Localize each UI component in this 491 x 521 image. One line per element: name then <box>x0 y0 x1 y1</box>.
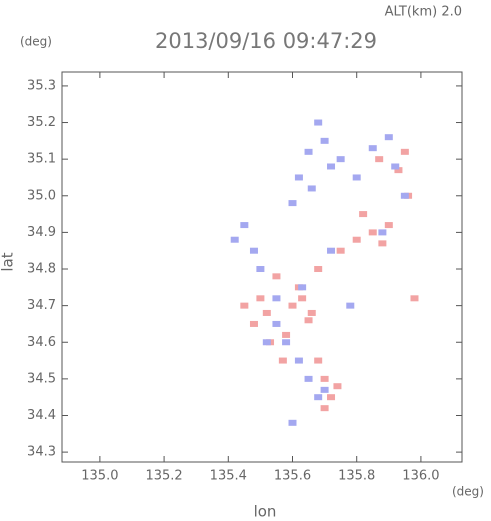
data-point <box>240 222 249 229</box>
data-point <box>352 174 361 181</box>
y-tick-label: 35.2 <box>27 115 56 130</box>
data-point <box>314 266 323 273</box>
data-point <box>230 236 239 243</box>
data-point <box>333 383 342 390</box>
y-unit: (deg) <box>20 35 52 49</box>
data-point <box>282 331 291 338</box>
data-point <box>314 119 323 126</box>
data-point <box>288 200 297 207</box>
data-point <box>346 302 355 309</box>
y-tick-label: 35.1 <box>27 152 56 167</box>
data-point <box>272 273 281 280</box>
data-point <box>307 185 316 192</box>
data-point <box>400 148 409 155</box>
y-tick-label: 35.0 <box>27 188 56 203</box>
data-point <box>375 156 384 163</box>
data-point <box>394 167 403 174</box>
data-point <box>410 295 419 302</box>
data-point <box>320 405 329 412</box>
data-point <box>240 302 249 309</box>
x-tick-label: 135.8 <box>338 469 375 484</box>
chart-title: 2013/09/16 09:47:29 <box>155 29 377 53</box>
x-tick-label: 135.6 <box>274 469 311 484</box>
data-point <box>384 222 393 229</box>
data-point <box>298 295 307 302</box>
data-point <box>320 375 329 382</box>
data-point <box>282 339 291 346</box>
data-point <box>378 240 387 247</box>
data-point <box>294 357 303 364</box>
data-point <box>278 357 287 364</box>
data-point <box>359 211 368 218</box>
data-point <box>327 163 336 170</box>
data-point <box>288 302 297 309</box>
data-point <box>304 317 313 324</box>
data-point <box>378 229 387 236</box>
y-tick-label: 34.9 <box>27 225 56 240</box>
data-point <box>304 375 313 382</box>
data-point <box>294 174 303 181</box>
data-point <box>314 394 323 401</box>
data-point <box>314 357 323 364</box>
data-point <box>400 192 409 199</box>
y-tick-label: 34.6 <box>27 335 56 350</box>
y-axis-label: lat <box>0 252 17 271</box>
data-point <box>272 295 281 302</box>
x-tick-label: 135.4 <box>210 469 247 484</box>
y-tick-label: 34.5 <box>27 371 56 386</box>
data-point <box>288 419 297 426</box>
data-point <box>336 156 345 163</box>
data-point <box>327 247 336 254</box>
data-point <box>298 284 307 291</box>
data-point <box>307 309 316 316</box>
y-tick-label: 34.3 <box>27 445 56 460</box>
data-point <box>304 148 313 155</box>
y-tick-label: 34.8 <box>27 262 56 277</box>
x-unit: (deg) <box>452 485 484 499</box>
x-tick-label: 135.0 <box>81 469 118 484</box>
data-point <box>336 247 345 254</box>
x-axis-label: lon <box>254 503 277 521</box>
plot-frame <box>61 71 463 463</box>
data-point <box>352 236 361 243</box>
data-point <box>249 247 258 254</box>
data-point <box>327 394 336 401</box>
data-point <box>249 320 258 327</box>
y-tick-label: 34.7 <box>27 298 56 313</box>
data-point <box>256 266 265 273</box>
x-tick-label: 135.2 <box>145 469 182 484</box>
data-point <box>320 137 329 144</box>
data-point <box>262 309 271 316</box>
y-tick-label: 34.4 <box>27 408 56 423</box>
data-point <box>368 229 377 236</box>
data-point <box>384 134 393 141</box>
data-point <box>368 145 377 152</box>
data-point <box>272 320 281 327</box>
x-tick-label: 136.0 <box>402 469 439 484</box>
altitude-label: ALT(km) 2.0 <box>385 5 462 20</box>
data-point <box>391 163 400 170</box>
y-tick-label: 35.3 <box>27 78 56 93</box>
data-point <box>262 339 271 346</box>
data-point <box>256 295 265 302</box>
data-point <box>320 386 329 393</box>
